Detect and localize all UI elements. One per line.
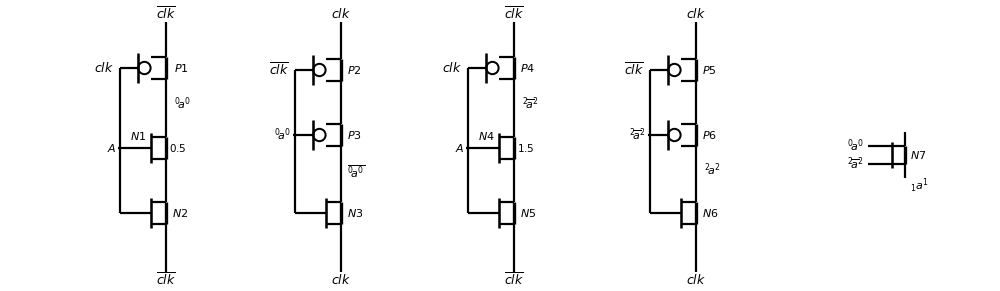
Text: $\overline{clk}$: $\overline{clk}$	[504, 272, 524, 288]
Text: $^2\!\overline{a}^2$: $^2\!\overline{a}^2$	[522, 96, 539, 112]
Text: $N5$: $N5$	[520, 207, 536, 219]
Text: $_1a^1$: $_1a^1$	[910, 176, 929, 195]
Text: $A$: $A$	[455, 142, 464, 154]
Text: $\overline{clk}$: $\overline{clk}$	[624, 62, 644, 78]
Text: $^0\!a^0$: $^0\!a^0$	[174, 96, 191, 112]
Text: $0.5$: $0.5$	[169, 142, 187, 154]
Text: $\overline{clk}$: $\overline{clk}$	[269, 62, 289, 78]
Text: $clk$: $clk$	[686, 273, 706, 287]
Text: $N1$: $N1$	[130, 130, 147, 142]
Text: $N3$: $N3$	[347, 207, 363, 219]
Text: $P6$: $P6$	[702, 129, 717, 141]
Text: $P5$: $P5$	[702, 64, 717, 76]
Text: $^2\!\overline{a}^2$: $^2\!\overline{a}^2$	[629, 127, 646, 143]
Text: $\overline{clk}$: $\overline{clk}$	[156, 6, 176, 22]
Text: $N4$: $N4$	[478, 130, 495, 142]
Text: $^2\!\overline{a}^2$: $^2\!\overline{a}^2$	[847, 156, 864, 172]
Text: $clk$: $clk$	[331, 7, 351, 21]
Text: $clk$: $clk$	[442, 61, 462, 75]
Text: $1.5$: $1.5$	[517, 142, 535, 154]
Text: $A$: $A$	[107, 142, 116, 154]
Text: $P4$: $P4$	[520, 62, 535, 74]
Text: $^2\!a^2$: $^2\!a^2$	[704, 162, 721, 178]
Text: $^0\!a^0$: $^0\!a^0$	[274, 127, 291, 143]
Text: $N7$: $N7$	[910, 149, 926, 161]
Text: $clk$: $clk$	[686, 7, 706, 21]
Text: $P2$: $P2$	[347, 64, 362, 76]
Text: $\overline{clk}$: $\overline{clk}$	[156, 272, 176, 288]
Text: $N2$: $N2$	[172, 207, 188, 219]
Text: $\overline{clk}$: $\overline{clk}$	[504, 6, 524, 22]
Text: $P3$: $P3$	[347, 129, 362, 141]
Text: $clk$: $clk$	[94, 61, 114, 75]
Text: $\overline{^0\!a^0}$: $\overline{^0\!a^0}$	[347, 164, 365, 180]
Text: $P1$: $P1$	[174, 62, 189, 74]
Text: $N6$: $N6$	[702, 207, 719, 219]
Text: $clk$: $clk$	[331, 273, 351, 287]
Text: $^0\!a^0$: $^0\!a^0$	[847, 138, 864, 154]
